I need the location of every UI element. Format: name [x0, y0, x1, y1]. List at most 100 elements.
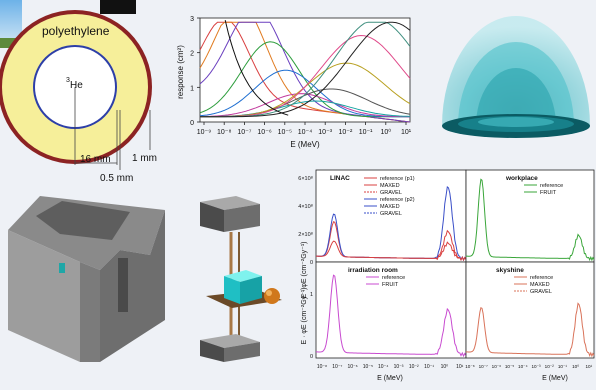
spectra-x-tick-left: 10¹ — [456, 364, 464, 370]
response-y-ticks: 0 1 2 3 — [190, 16, 200, 127]
response-x-tick-label: 10⁻⁸ — [217, 129, 231, 136]
detector-cross-section: polyethylene 3 He 16 mm 0.5 mm 1 mm — [0, 0, 157, 184]
spectra-y-tick-top: 6×10⁸ — [298, 175, 313, 182]
response-y-tick-label: 2 — [190, 51, 194, 58]
core-label-superscript: 3 — [66, 77, 70, 84]
response-y-tick-label: 3 — [190, 16, 194, 23]
legend-entry: MAXED — [380, 204, 400, 210]
legend-entry: MAXED — [380, 183, 400, 189]
bunker-room-floor — [36, 201, 130, 240]
dome-inner — [476, 68, 556, 126]
spectrum-panel-title: LINAC — [330, 175, 350, 182]
response-x-tick-label: 10⁻⁷ — [237, 129, 251, 136]
sky-photo-strip — [0, 0, 22, 44]
spectra-x-tick-right: 10⁻⁶ — [492, 364, 502, 369]
legend-entry: reference — [382, 275, 405, 281]
spectra-x-tick-left: 10⁻³ — [394, 364, 404, 370]
response-x-ticks: 10⁻⁹ 10⁻⁸ 10⁻⁷ 10⁻⁶ 10⁻⁵ 10⁻⁴ 10⁻³ 10⁻² 10⁻¹ 10⁰ 1… — [197, 122, 412, 136]
legend-entry: MAXED — [530, 282, 550, 288]
accelerator-assembly — [200, 196, 282, 362]
response-y-tick-label: 0 — [190, 120, 194, 127]
spectrum-panel-title: workplace — [505, 175, 538, 182]
spectra-x-tick-right: 10⁻¹ — [558, 364, 568, 369]
response-x-tick-label: 10⁻⁹ — [197, 129, 211, 136]
response-x-tick-label: 10⁻⁶ — [257, 129, 271, 136]
response-curve — [199, 93, 410, 118]
spectra-x-tick-left: 10⁻⁴ — [378, 364, 388, 370]
moderator-label: polyethylene — [42, 24, 110, 38]
spectra-x-tick-left: 10⁻⁶ — [347, 364, 357, 370]
spectra-x-tick-right: 10⁻⁸ — [465, 364, 475, 369]
response-curve-bare — [224, 19, 289, 116]
spectra-panels: LINAC reference (p1)MAXEDGRAVELreference … — [298, 169, 595, 382]
spectra-x-tick-right: 10⁻² — [545, 364, 555, 369]
spectra-x-tick-left: 10⁻² — [409, 364, 419, 370]
response-curves — [199, 19, 411, 123]
base-block-right — [224, 342, 260, 362]
legend-entry: reference (p1) — [380, 176, 415, 182]
spectra-y-tick-bottom: 1 — [310, 292, 313, 298]
legend-entry: reference — [540, 183, 563, 189]
phantom-top — [224, 270, 262, 282]
spectrum-line — [316, 240, 467, 262]
detector-sphere-highlight — [266, 290, 272, 296]
dim-shell-label: 0.5 mm — [100, 173, 133, 184]
response-x-tick-label: 10⁰ — [381, 128, 392, 136]
spectra-x-tick-right: 10⁻⁴ — [518, 364, 528, 369]
spectra-x-tick-right: 10¹ — [585, 364, 592, 369]
spectra-x-tick-left: 10⁻⁵ — [363, 364, 373, 370]
head-block-left — [200, 202, 224, 232]
dim-wall-label: 1 mm — [132, 153, 157, 164]
spectrum-line — [466, 302, 595, 358]
spectrum-panel-title: irradiation room — [348, 267, 398, 274]
spectra-x-tick-right: 10⁻³ — [531, 364, 541, 369]
spectrum-panel-linac: LINAC reference (p1)MAXEDGRAVELreference … — [315, 169, 467, 263]
base-block-left — [200, 340, 224, 362]
head-block-right — [224, 204, 260, 232]
bunker-side-notch — [80, 262, 100, 362]
response-x-tick-label: 10⁻² — [338, 129, 352, 136]
grass-photo-strip — [0, 38, 22, 48]
bunker-side-right — [100, 210, 165, 362]
legend-entry: GRAVEL — [380, 190, 402, 196]
response-curve — [199, 69, 410, 118]
response-x-tick-label: 10⁻⁵ — [278, 129, 292, 136]
legend-entry: FRUIT — [382, 282, 399, 288]
response-curve — [199, 21, 411, 123]
response-x-tick-label: 10⁻³ — [318, 129, 332, 136]
spectra-x-tick-right: 10⁻⁵ — [505, 364, 515, 369]
detector-sphere — [264, 288, 280, 304]
bunker-maze-slot — [118, 258, 128, 312]
bunker-source — [59, 263, 65, 273]
spectra-plots: LINAC reference (p1)MAXEDGRAVELreference … — [298, 169, 595, 370]
spectra-x-tick-left: 10⁻⁷ — [332, 364, 342, 370]
spectra-x-tick-right: 10⁰ — [572, 364, 579, 369]
dome-base-core — [478, 117, 554, 127]
legend-entry: reference (p2) — [380, 197, 415, 203]
response-x-label: E (MeV) — [290, 140, 320, 149]
legend-entry: reference — [530, 275, 553, 281]
phantom-left — [224, 276, 240, 304]
bunker-model — [8, 196, 165, 362]
response-x-tick-label: 10⁻¹ — [359, 129, 373, 136]
spectra-x-tick-left: 10⁻¹ — [424, 364, 434, 370]
spectrum-line — [466, 178, 595, 262]
core-label: He — [70, 80, 83, 91]
response-x-tick-label: 10¹ — [401, 129, 412, 136]
dim-radius-label: 16 mm — [80, 154, 111, 165]
spectra-x-label-right: E (MeV) — [542, 375, 568, 382]
spectra-y-label-bottom: E · φE (cm⁻²Gy⁻¹) — [301, 287, 308, 344]
legend-entry: GRAVEL — [530, 289, 552, 295]
spectrum-line — [316, 274, 467, 358]
legend-entry: FRUIT — [540, 190, 557, 196]
response-x-tick-label: 10⁻⁴ — [298, 129, 313, 136]
spectra-y-tick-top: 4×10⁸ — [298, 203, 313, 210]
spectra-y-label-top: E · φE (cm⁻²Gy⁻¹) — [301, 241, 308, 298]
phantom-right — [240, 276, 262, 304]
spectrum-plot-area — [315, 169, 467, 263]
